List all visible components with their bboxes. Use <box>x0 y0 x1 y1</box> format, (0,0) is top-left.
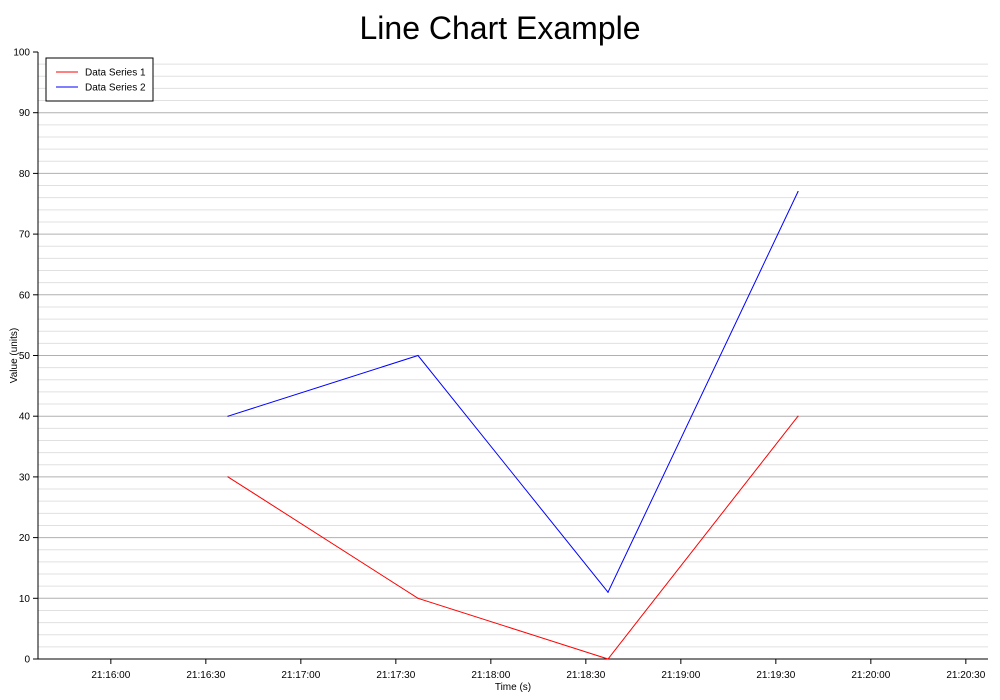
x-tick-label: 21:20:30 <box>946 670 985 681</box>
y-tick-label: 90 <box>19 108 31 119</box>
x-tick-label: 21:16:00 <box>91 670 130 681</box>
y-tick-label: 20 <box>19 533 31 544</box>
y-tick-label: 70 <box>19 230 31 241</box>
legend-label: Data Series 1 <box>85 68 146 79</box>
y-tick-label: 60 <box>19 290 31 301</box>
grid <box>38 63 988 648</box>
legend-label: Data Series 2 <box>85 83 146 94</box>
x-tick-label: 21:19:30 <box>756 670 795 681</box>
x-tick-label: 21:16:30 <box>186 670 225 681</box>
y-tick-label: 30 <box>19 472 31 483</box>
series-line-2 <box>227 191 799 594</box>
data-point <box>417 354 419 357</box>
y-tick-label: 100 <box>13 48 30 59</box>
x-axis-label: Time (s) <box>495 682 531 693</box>
data-point <box>607 591 609 593</box>
x-tick-label: 21:18:00 <box>471 670 510 681</box>
x-tick-label: 21:19:00 <box>661 670 700 681</box>
legend-box <box>45 57 154 102</box>
x-tick-label: 21:17:00 <box>281 670 320 681</box>
series <box>227 191 799 660</box>
y-axis-ticks: 0 10 20 30 40 50 60 70 80 90 100 <box>13 48 38 666</box>
x-tick-label: 21:17:30 <box>376 670 415 681</box>
data-point <box>797 415 799 417</box>
x-axis-ticks: 21:16:00 21:16:30 21:17:00 21:17:30 21:18:00… <box>91 659 986 681</box>
data-point <box>417 597 419 599</box>
legend: Data Series 1 Data Series 2 <box>45 57 154 102</box>
chart-title: Line Chart Example <box>359 10 641 46</box>
y-axis-label: Value (units) <box>9 328 20 383</box>
data-point <box>227 415 229 417</box>
data-point <box>227 476 229 478</box>
y-tick-label: 50 <box>19 351 31 362</box>
data-point <box>607 658 609 660</box>
y-tick-label: 40 <box>19 412 31 423</box>
x-tick-label: 21:20:00 <box>851 670 890 681</box>
data-point <box>797 191 799 193</box>
series-line-1 <box>227 415 799 660</box>
y-tick-label: 80 <box>19 169 31 180</box>
x-tick-label: 21:18:30 <box>566 670 605 681</box>
y-tick-label: 0 <box>24 655 30 666</box>
y-tick-label: 10 <box>19 594 31 605</box>
